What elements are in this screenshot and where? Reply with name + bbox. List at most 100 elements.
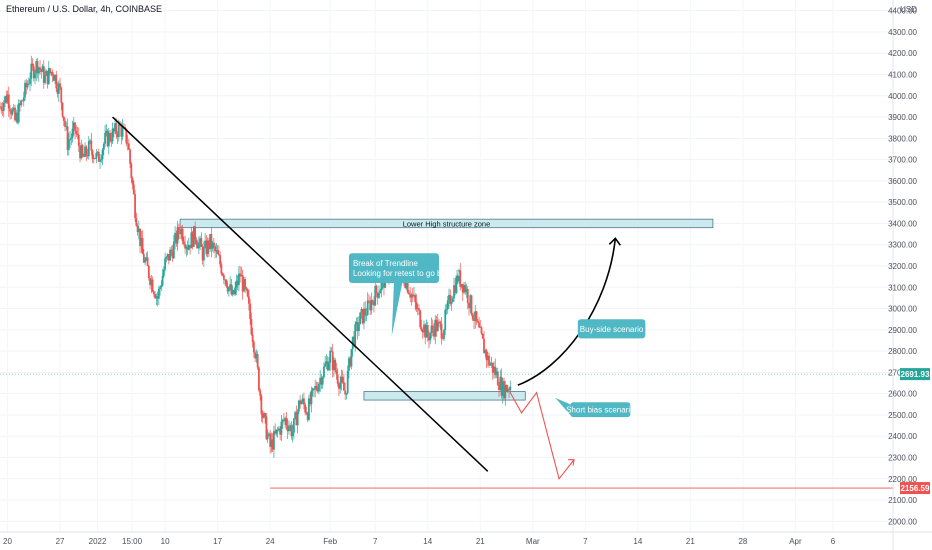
candle-body <box>231 290 234 295</box>
candle-body <box>116 134 119 138</box>
candle-body <box>429 332 432 341</box>
candle-body <box>433 329 435 337</box>
candle-body <box>210 233 213 249</box>
candles-layer <box>0 55 512 458</box>
candle-body <box>146 257 149 267</box>
x-tick-label: 10 <box>161 537 170 546</box>
candle-body <box>260 395 263 414</box>
candle-body <box>44 75 46 83</box>
candle-body <box>264 413 267 417</box>
structure-zone[interactable] <box>363 391 526 401</box>
candle-body <box>478 322 480 328</box>
candle-body <box>242 279 245 292</box>
candle-body <box>343 382 345 391</box>
candle-body <box>333 359 335 371</box>
candle-body <box>186 246 189 250</box>
y-tick-label: 4000.00 <box>888 92 917 101</box>
low-price-badge <box>900 482 930 495</box>
y-tick-label: 3100.00 <box>888 283 917 292</box>
candle-body <box>488 355 490 366</box>
y-tick-label: 3900.00 <box>888 113 917 122</box>
candle-body <box>184 244 187 249</box>
candle-body <box>320 377 323 385</box>
y-tick-label: 2100.00 <box>888 496 917 505</box>
candle-body <box>420 327 423 331</box>
candle-body <box>110 140 113 142</box>
candle-body <box>130 163 133 179</box>
x-tick-label: 2022 <box>89 537 107 546</box>
candle-body <box>115 123 118 135</box>
x-tick-label: 21 <box>476 537 485 546</box>
candle-body <box>164 258 166 270</box>
candle-body <box>95 152 98 159</box>
candle-body <box>112 128 115 132</box>
candle-body <box>380 281 383 291</box>
candle-body <box>35 61 38 73</box>
candle-body <box>509 386 512 391</box>
candle-body <box>431 325 434 330</box>
candle-body <box>301 398 304 403</box>
candle-body <box>257 367 260 391</box>
candle-body <box>373 301 375 306</box>
candle-body <box>244 279 247 288</box>
candle-body <box>428 336 430 341</box>
candle-body <box>220 264 223 274</box>
candle-body <box>336 374 339 384</box>
candle-body <box>259 390 262 396</box>
candle-body <box>454 285 457 293</box>
candle-body <box>39 67 41 70</box>
candle-body <box>232 290 235 295</box>
y-tick-label: 2200.00 <box>888 475 917 484</box>
candle-body <box>340 376 343 383</box>
candle-body <box>100 159 103 161</box>
candle-body <box>111 128 114 142</box>
candle-body <box>59 83 61 88</box>
callout-box[interactable] <box>577 319 646 339</box>
candle-body <box>289 425 292 428</box>
callout-text: Short bias scenario <box>566 406 635 415</box>
candle-body <box>414 295 417 303</box>
time-axis[interactable]: 20 27 2022 15:00 10 17 24 Feb 7 14 21 Mar 7 14 21 28 Apr… <box>0 531 932 546</box>
candle-body <box>306 413 309 420</box>
candle-body <box>371 300 374 302</box>
candle-body <box>335 370 338 375</box>
candle-body <box>201 246 204 261</box>
candle-body <box>418 308 420 311</box>
candle-body <box>369 301 372 311</box>
candle-body <box>255 354 258 359</box>
candle-body <box>92 157 95 160</box>
candle-body <box>139 228 141 247</box>
trendline[interactable] <box>112 116 489 472</box>
candle-body <box>323 366 325 378</box>
candle-body <box>101 149 104 160</box>
price-axis[interactable]: 2000.00 2100.00 2200.00 2300.00 2400.00 2500.… <box>888 0 918 550</box>
candle-body <box>10 111 13 115</box>
candle-body <box>489 364 492 366</box>
candle-body <box>191 232 194 247</box>
candle-body <box>338 383 340 389</box>
candle-body <box>224 279 227 281</box>
candle-body <box>283 419 285 422</box>
x-tick-label: 17 <box>213 537 222 546</box>
candle-body <box>303 398 305 405</box>
y-tick-label: 4400.00 <box>888 7 917 16</box>
candle-body <box>214 246 217 252</box>
candle-body <box>294 412 297 419</box>
candle-body <box>229 284 232 288</box>
candle-body <box>295 412 298 426</box>
candle-body <box>485 350 488 361</box>
candle-body <box>141 238 144 255</box>
structure-zone[interactable] <box>179 218 714 229</box>
drawings-layer <box>0 116 893 489</box>
candle-body <box>86 155 89 157</box>
candle-body <box>239 273 242 277</box>
callout-box[interactable] <box>570 402 631 418</box>
candle-body <box>151 279 154 292</box>
candle-body <box>170 249 173 252</box>
candle-body <box>438 321 440 323</box>
short-bias-path[interactable] <box>509 391 575 481</box>
callout-box[interactable] <box>348 253 439 284</box>
candle-body <box>91 150 94 160</box>
candle-body <box>279 428 282 435</box>
